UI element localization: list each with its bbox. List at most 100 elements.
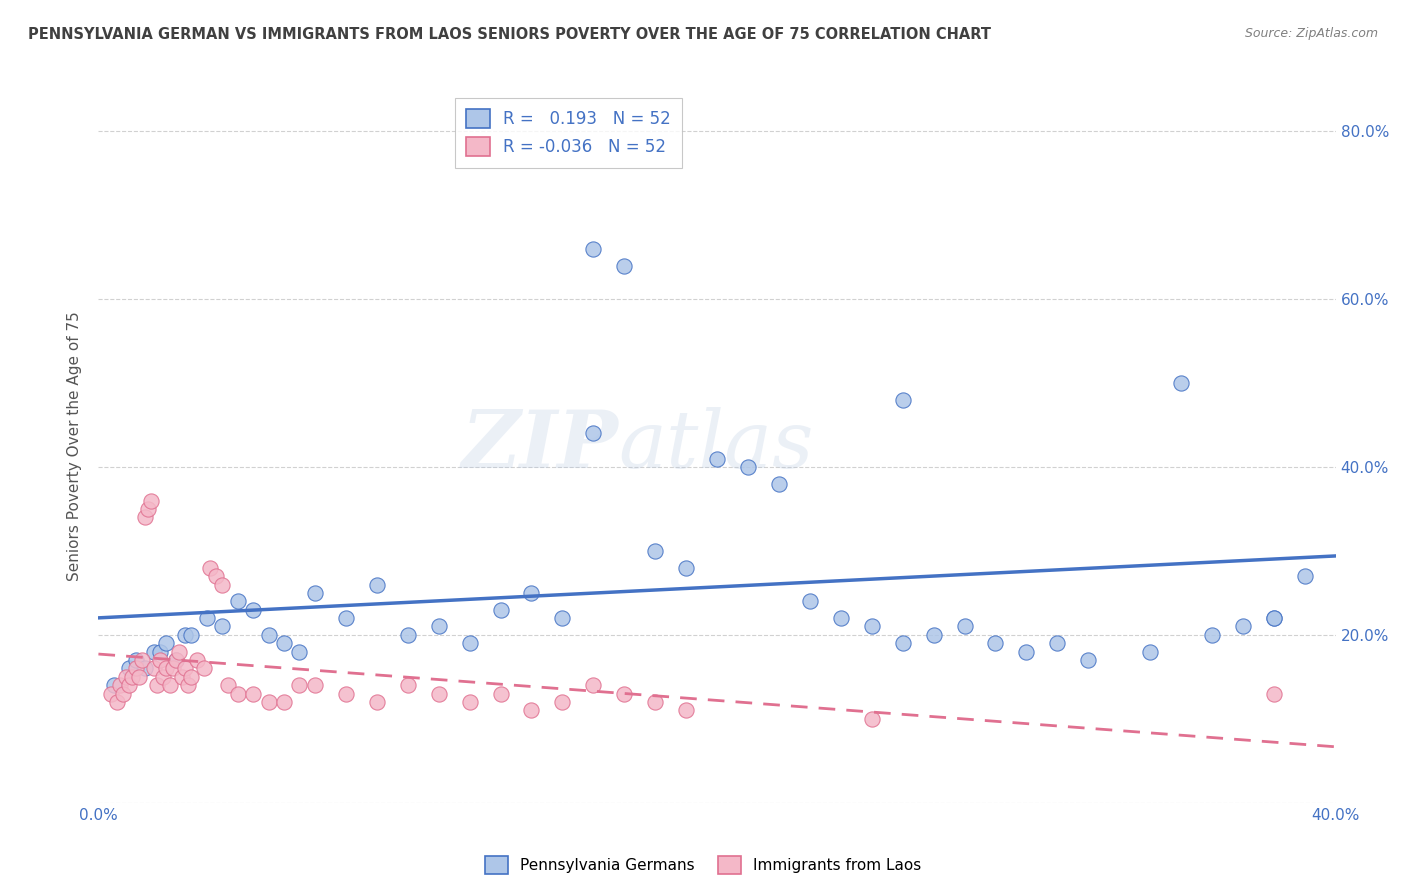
Point: [211, 577, 233, 591]
Point: [143, 661, 166, 675]
Point: [257, 628, 280, 642]
Point: [984, 636, 1007, 650]
Point: [131, 653, 153, 667]
Point: [1077, 653, 1099, 667]
Point: [162, 661, 184, 675]
Text: Source: ZipAtlas.com: Source: ZipAtlas.com: [1244, 27, 1378, 40]
Point: [226, 594, 249, 608]
Point: [174, 628, 197, 642]
Text: atlas: atlas: [619, 408, 814, 484]
Point: [613, 687, 636, 701]
Point: [675, 560, 697, 574]
Point: [112, 687, 135, 701]
Point: [551, 611, 574, 625]
Point: [288, 678, 311, 692]
Point: [149, 653, 172, 667]
Point: [582, 242, 605, 256]
Point: [891, 392, 914, 407]
Point: [489, 603, 512, 617]
Point: [195, 611, 218, 625]
Point: [124, 653, 146, 667]
Point: [1263, 611, 1285, 625]
Point: [134, 661, 156, 675]
Point: [922, 628, 945, 642]
Point: [458, 695, 481, 709]
Point: [1263, 611, 1285, 625]
Point: [273, 695, 295, 709]
Point: [396, 678, 419, 692]
Point: [860, 619, 883, 633]
Point: [242, 603, 264, 617]
Point: [146, 678, 169, 692]
Point: [143, 645, 166, 659]
Point: [177, 678, 200, 692]
Point: [211, 619, 233, 633]
Point: [427, 687, 450, 701]
Point: [489, 687, 512, 701]
Point: [100, 687, 122, 701]
Point: [193, 661, 215, 675]
Text: PENNSYLVANIA GERMAN VS IMMIGRANTS FROM LAOS SENIORS POVERTY OVER THE AGE OF 75 C: PENNSYLVANIA GERMAN VS IMMIGRANTS FROM L…: [28, 27, 991, 42]
Point: [170, 670, 193, 684]
Point: [108, 678, 131, 692]
Point: [205, 569, 228, 583]
Text: ZIP: ZIP: [461, 408, 619, 484]
Point: [366, 695, 388, 709]
Point: [118, 678, 141, 692]
Point: [675, 703, 697, 717]
Point: [128, 670, 150, 684]
Point: [953, 619, 976, 633]
Point: [737, 460, 759, 475]
Point: [335, 687, 357, 701]
Point: [551, 695, 574, 709]
Point: [288, 645, 311, 659]
Legend: Pennsylvania Germans, Immigrants from Laos: Pennsylvania Germans, Immigrants from La…: [479, 850, 927, 880]
Point: [427, 619, 450, 633]
Point: [139, 493, 162, 508]
Point: [167, 645, 190, 659]
Point: [103, 678, 125, 692]
Point: [124, 661, 146, 675]
Point: [174, 661, 197, 675]
Point: [180, 628, 202, 642]
Point: [366, 577, 388, 591]
Point: [891, 636, 914, 650]
Point: [155, 661, 177, 675]
Point: [830, 611, 852, 625]
Point: [136, 502, 159, 516]
Point: [217, 678, 239, 692]
Point: [304, 678, 326, 692]
Point: [520, 586, 543, 600]
Point: [1294, 569, 1316, 583]
Point: [121, 670, 143, 684]
Point: [644, 695, 666, 709]
Point: [520, 703, 543, 717]
Point: [198, 560, 221, 574]
Point: [582, 426, 605, 441]
Point: [396, 628, 419, 642]
Point: [582, 678, 605, 692]
Point: [257, 695, 280, 709]
Point: [335, 611, 357, 625]
Point: [1015, 645, 1038, 659]
Point: [115, 670, 138, 684]
Y-axis label: Seniors Poverty Over the Age of 75: Seniors Poverty Over the Age of 75: [67, 311, 83, 581]
Point: [159, 678, 181, 692]
Point: [644, 544, 666, 558]
Point: [149, 645, 172, 659]
Point: [1139, 645, 1161, 659]
Point: [1263, 687, 1285, 701]
Point: [226, 687, 249, 701]
Point: [613, 259, 636, 273]
Point: [799, 594, 821, 608]
Point: [273, 636, 295, 650]
Point: [768, 476, 790, 491]
Legend: R =   0.193   N = 52, R = -0.036   N = 52: R = 0.193 N = 52, R = -0.036 N = 52: [454, 97, 682, 168]
Point: [860, 712, 883, 726]
Point: [1232, 619, 1254, 633]
Point: [242, 687, 264, 701]
Point: [706, 451, 728, 466]
Point: [165, 653, 187, 667]
Point: [1170, 376, 1192, 390]
Point: [1201, 628, 1223, 642]
